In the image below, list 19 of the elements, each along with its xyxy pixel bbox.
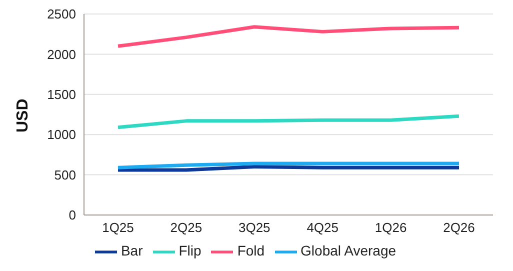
legend-label: Global Average [300,242,396,259]
x-tick-label: 3Q25 [238,220,270,236]
y-tick-label: 2000 [47,46,76,62]
legend-label: Bar [120,242,143,259]
x-tick-label: 2Q25 [170,220,202,236]
y-axis-title: USD [14,98,32,132]
y-tick-label: 0 [68,208,76,223]
y-tick-label: 1500 [47,87,76,102]
legend-label: Flip [178,242,202,259]
x-tick-label: 1Q25 [102,220,134,236]
y-tick-label: 2500 [47,6,76,22]
y-tick-label: 1000 [47,127,76,142]
x-tick-label: 2Q26 [443,220,475,236]
legend-label: Fold [237,242,265,259]
line-series [116,114,461,130]
x-tick-label: 1Q26 [374,220,407,236]
x-tick-label: 4Q25 [306,220,339,236]
y-tick-label: 500 [54,167,76,182]
line-series [116,25,461,48]
